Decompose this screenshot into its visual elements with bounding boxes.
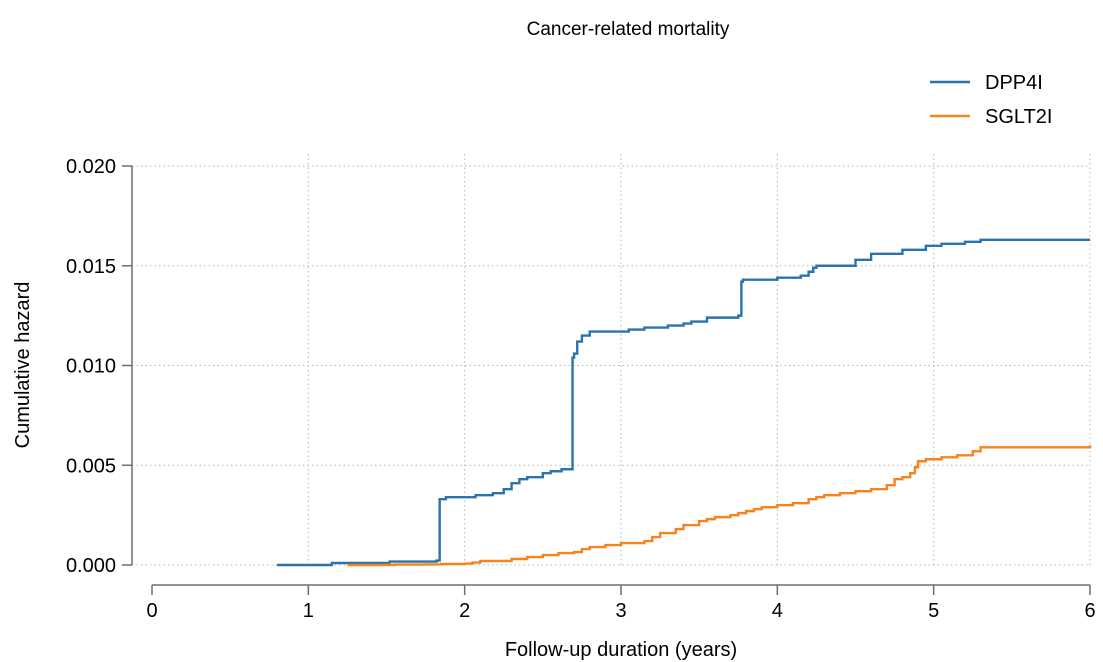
y-tick-label: 0.005 (66, 455, 116, 477)
legend-label-sglt2i: SGLT2I (985, 106, 1052, 128)
legend: DPP4I SGLT2I (930, 72, 1052, 128)
x-axis-label: Follow-up duration (years) (505, 639, 737, 661)
x-tick-label: 2 (459, 600, 470, 622)
x-tick-label: 4 (772, 600, 783, 622)
series-line-dpp4i (277, 238, 1090, 567)
chart-title: Cancer-related mortality (527, 19, 730, 40)
x-tick-label: 5 (928, 600, 939, 622)
x-tick-label: 6 (1084, 600, 1095, 622)
y-tick-label: 0.020 (66, 156, 116, 178)
y-axis-label: Cumulative hazard (12, 282, 34, 449)
series-line-sglt2i (347, 445, 1092, 567)
x-tick-label: 0 (146, 600, 157, 622)
data-series (277, 238, 1092, 567)
y-tick-label: 0.010 (66, 356, 116, 378)
legend-label-dpp4i: DPP4I (985, 72, 1043, 94)
axes: 0.000 0.005 0.010 0.015 0.020 0 1 2 3 4 5 6 (66, 156, 1096, 622)
x-tick-label: 1 (303, 600, 314, 622)
y-tick-label: 0.000 (66, 555, 116, 577)
y-tick-label: 0.015 (66, 256, 116, 278)
x-tick-label: 3 (615, 600, 626, 622)
